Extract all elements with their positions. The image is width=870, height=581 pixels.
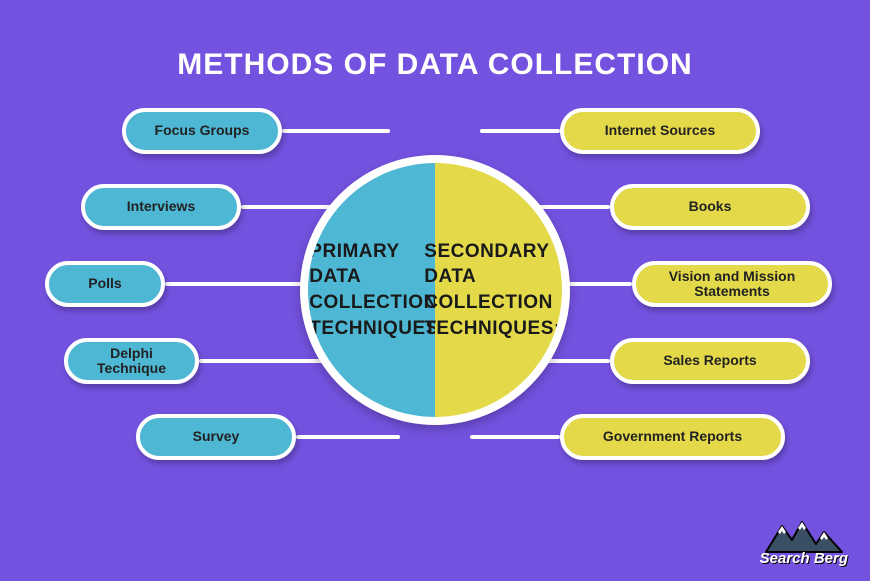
- secondary-pill: Books: [610, 184, 810, 230]
- primary-pill: Interviews: [81, 184, 241, 230]
- connector-line: [480, 129, 560, 133]
- brand-logo-text: Search Berg: [760, 550, 848, 567]
- center-circle-primary: PRIMARY DATA COLLECTION TECHNIQUES:: [308, 163, 435, 417]
- brand-logo: Search Berg: [760, 520, 848, 567]
- secondary-pill: Vision and Mission Statements: [632, 261, 832, 307]
- connector-line: [470, 435, 560, 439]
- secondary-pill: Government Reports: [560, 414, 785, 460]
- center-circle: PRIMARY DATA COLLECTION TECHNIQUES: SECO…: [300, 155, 570, 425]
- primary-pill: Delphi Technique: [64, 338, 199, 384]
- infographic-stage: METHODS OF DATA COLLECTION PRIMARY DATA …: [0, 0, 870, 581]
- primary-pill: Survey: [136, 414, 296, 460]
- mountain-icon: [762, 520, 846, 554]
- secondary-techniques-label: SECONDARY DATA COLLECTION TECHNIQUES:: [424, 239, 560, 342]
- primary-pill: Focus Groups: [122, 108, 282, 154]
- secondary-pill: Internet Sources: [560, 108, 760, 154]
- connector-line: [282, 129, 390, 133]
- connector-line: [241, 205, 338, 209]
- page-title: METHODS OF DATA COLLECTION: [0, 48, 870, 82]
- center-circle-secondary: SECONDARY DATA COLLECTION TECHNIQUES:: [435, 163, 562, 417]
- connector-line: [296, 435, 400, 439]
- secondary-pill: Sales Reports: [610, 338, 810, 384]
- connector-line: [199, 359, 335, 363]
- connector-line: [165, 282, 310, 286]
- primary-pill: Polls: [45, 261, 165, 307]
